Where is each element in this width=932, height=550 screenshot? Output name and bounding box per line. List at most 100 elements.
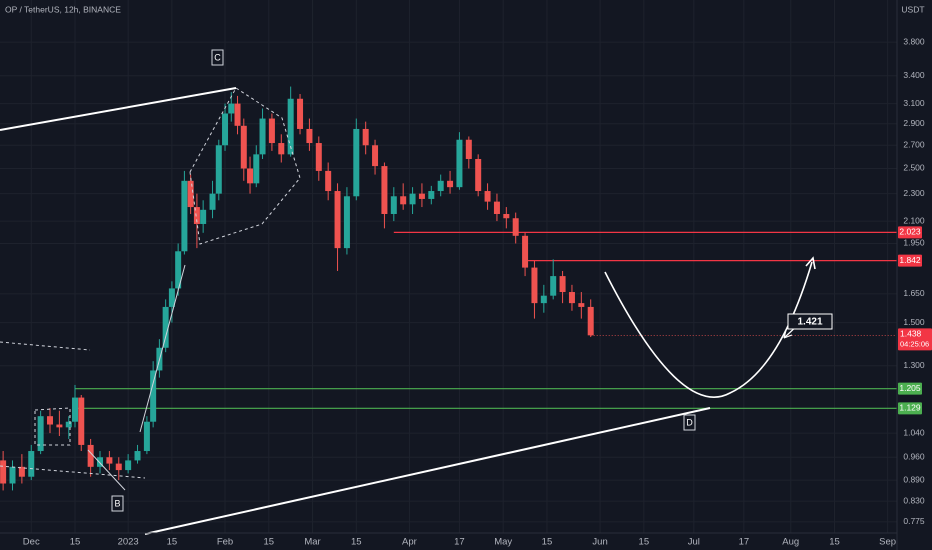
candle-body xyxy=(343,196,350,249)
candle-body xyxy=(493,201,500,214)
candle-body xyxy=(193,207,200,224)
x-tick-label: Jul xyxy=(688,537,700,548)
candle-body xyxy=(587,306,594,336)
level-label: 1.842 xyxy=(899,255,921,265)
candle-body xyxy=(0,460,7,484)
candle-body xyxy=(37,416,44,452)
candle-body xyxy=(278,143,285,155)
candle-body xyxy=(353,128,360,197)
y-axis-label: USDT xyxy=(901,4,924,14)
wave-label: B xyxy=(114,498,120,508)
candle-body xyxy=(240,125,247,169)
x-tick-label: 15 xyxy=(351,537,362,548)
candle-body xyxy=(568,292,575,304)
wave-line xyxy=(87,449,126,491)
candle-body xyxy=(181,180,188,252)
x-tick-label: Sep xyxy=(879,537,896,548)
candle-body xyxy=(28,451,35,477)
trend-line xyxy=(0,87,237,131)
x-tick-label: 15 xyxy=(263,537,274,548)
x-tick-label: 17 xyxy=(739,537,750,548)
candle-body xyxy=(559,276,566,293)
candle-body xyxy=(125,460,132,471)
candle-body xyxy=(168,288,175,307)
candle-body xyxy=(372,145,379,167)
candle-body xyxy=(362,128,369,146)
candle-body xyxy=(531,267,538,304)
candle-body xyxy=(97,457,104,467)
candle-body xyxy=(550,276,557,296)
target-box xyxy=(787,313,833,330)
dashed-line xyxy=(0,465,146,479)
y-tick-label: 3.800 xyxy=(903,36,925,46)
candle-body xyxy=(287,98,294,155)
candle-body xyxy=(162,306,169,348)
trend-line xyxy=(144,407,711,535)
candle-body xyxy=(390,196,397,214)
y-tick-label: 2.100 xyxy=(903,215,925,225)
pattern-outline xyxy=(34,407,71,446)
candle-body xyxy=(228,103,235,114)
x-tick-label: Jun xyxy=(592,537,607,548)
candle-body xyxy=(268,118,275,144)
candle-body xyxy=(187,180,194,208)
candle-body xyxy=(334,191,341,249)
x-tick-label: 15 xyxy=(542,537,553,548)
y-tick-label: 1.650 xyxy=(903,288,925,298)
arrow-head xyxy=(805,256,816,270)
y-tick-label: 0.960 xyxy=(903,451,925,461)
candle-body xyxy=(437,180,444,192)
candle-body xyxy=(106,457,113,464)
y-tick-label: 2.700 xyxy=(903,140,925,150)
candle-body xyxy=(503,213,510,219)
y-tick-label: 1.950 xyxy=(903,238,925,248)
last-price-label: 1.438 xyxy=(900,329,922,339)
y-tick-label: 1.040 xyxy=(903,427,925,437)
candle-body xyxy=(484,191,491,202)
candle-body xyxy=(175,251,182,289)
price-axis xyxy=(897,0,932,550)
y-tick-label: 0.775 xyxy=(903,516,925,526)
countdown-label: 04:25:06 xyxy=(900,339,929,348)
y-tick-label: 1.300 xyxy=(903,360,925,370)
last-price-tag xyxy=(898,328,932,351)
y-tick-label: 3.400 xyxy=(903,70,925,80)
y-tick-label: 2.900 xyxy=(903,118,925,128)
y-tick-label: 2.500 xyxy=(903,163,925,173)
wave-box xyxy=(683,414,696,431)
candle-body xyxy=(18,466,25,477)
candle-body xyxy=(78,397,85,445)
candle-body xyxy=(522,235,529,268)
x-tick-label: May xyxy=(494,537,512,548)
candle-body xyxy=(200,209,207,224)
candle-body xyxy=(512,218,519,236)
candle-body xyxy=(409,193,416,205)
candle-body xyxy=(418,193,425,199)
target-label: 1.421 xyxy=(797,317,822,328)
level-tag xyxy=(898,382,922,395)
candle-body xyxy=(306,128,313,144)
level-label: 2.023 xyxy=(899,227,921,237)
candle-body xyxy=(134,451,141,461)
level-label: 1.129 xyxy=(899,403,921,413)
x-tick-label: Mar xyxy=(304,537,320,548)
candle-body xyxy=(447,180,454,188)
candle-body xyxy=(456,139,463,188)
x-tick-label: 15 xyxy=(829,537,840,548)
y-tick-label: 0.830 xyxy=(903,495,925,505)
level-tag xyxy=(898,226,922,239)
x-tick-label: 15 xyxy=(167,537,178,548)
candle-body xyxy=(400,196,407,205)
candle-body xyxy=(475,158,482,192)
axis-labels: Dec 15 2023 15 Feb 15 Mar 15 Apr 17 May 15 Jun 15 Jul 1… xyxy=(23,36,932,548)
y-tick-label: 0.890 xyxy=(903,474,925,484)
candle-body xyxy=(325,170,332,192)
candle-body xyxy=(65,421,72,428)
wave-label: C xyxy=(214,52,221,62)
x-tick-label: 2023 xyxy=(118,537,139,548)
candle-body xyxy=(72,397,79,422)
candle-body xyxy=(253,154,260,184)
candle-body xyxy=(47,416,54,425)
